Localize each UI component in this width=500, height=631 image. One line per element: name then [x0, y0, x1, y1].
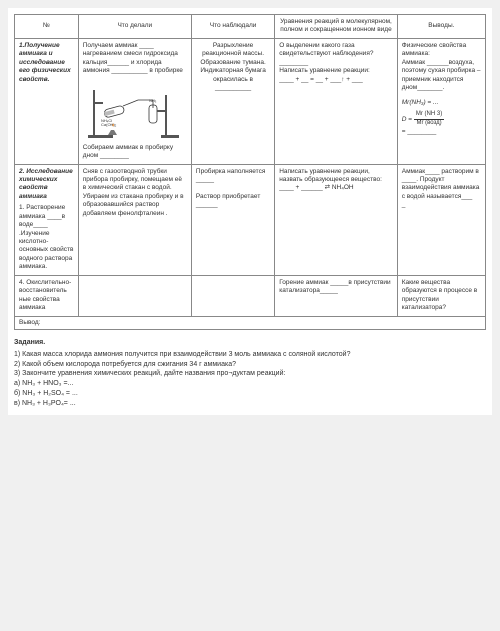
row1-did-text1: Получаем аммиак ____ нагреванием смеси г…	[83, 42, 187, 76]
frac-top: Mr (NH 3)	[414, 111, 444, 120]
worksheet: № Что делали Что наблюдали Уравнения реа…	[8, 8, 492, 415]
row2-conclusion: Аммиак____ растворим в ____. Продукт вза…	[397, 164, 485, 275]
vyvod-cell: Вывод:	[15, 316, 486, 329]
row1-c1: Физические свойства аммиака:	[402, 42, 481, 59]
row1-eq2: Написать уравнение реакции:	[279, 67, 393, 75]
row1-c4: = ________	[402, 128, 481, 136]
header-observed: Что наблюдали	[191, 15, 274, 39]
header-did: Что делали	[78, 15, 191, 39]
tasks-section: Задания. 1) Какая масса хлорида аммония …	[14, 338, 486, 409]
row1-conclusion: Физические свойства аммиака: Аммиак ____…	[397, 38, 485, 164]
svg-text:Ca(OH)₂: Ca(OH)₂	[101, 122, 117, 127]
row4-conclusion: Какие вещества образуются в процессе в п…	[397, 275, 485, 316]
row2-eq: Написать уравнение реакции, назвать обра…	[275, 164, 398, 275]
frac-bot: Mr (возд)	[414, 120, 444, 128]
task-3b: б) NH₃ + H₂SO₄ = ...	[14, 389, 486, 399]
apparatus-diagram: NH₄Cl Ca(OH)₂ NH₃	[83, 80, 187, 140]
row4-eq: Горение аммиак _____в присутствии катали…	[275, 275, 398, 316]
header-number: №	[15, 15, 79, 39]
task-3: 3) Закончите уравнения химических реакци…	[14, 369, 486, 379]
row1-eq1: О выделении какого газа свидетельствуют …	[279, 42, 393, 67]
table-row: 1.Получение аммиака и исследование его ф…	[15, 38, 486, 164]
table-row: 2. Исследование химических свойств аммиа…	[15, 164, 486, 275]
row2-eq2: ____ + ______ ⇄ NH₄OH	[279, 184, 393, 192]
task-3c: в) NH₃ + H₃PO₄= ...	[14, 399, 486, 409]
row2-title: 2. Исследование химических свойств аммиа…	[19, 168, 74, 202]
row2-sub: 1. Растворение аммиака ____в воде____ .И…	[19, 204, 74, 272]
svg-text:NH₃: NH₃	[149, 98, 157, 103]
row1-eq3: ____ + __ = __ + ___↑ + ___	[279, 76, 393, 84]
task-2: 2) Какой объем кислорода потребуется для…	[14, 360, 486, 370]
row4-obs	[191, 275, 274, 316]
row2-number: 2. Исследование химических свойств аммиа…	[15, 164, 79, 275]
row1-c2: Аммиак ______воздуха, поэтому сухая проб…	[402, 59, 481, 93]
row1-c3: Mr(NH₃) = ...	[402, 99, 481, 107]
row4-number: 4. Окислительно-восстановитель ные свойс…	[15, 275, 79, 316]
row1-did: Получаем аммиак ____ нагреванием смеси г…	[78, 38, 191, 164]
row4-did	[78, 275, 191, 316]
table-row: 4. Окислительно-восстановитель ные свойс…	[15, 275, 486, 316]
header-conclusions: Выводы.	[397, 15, 485, 39]
task-1: 1) Какая масса хлорида аммония получится…	[14, 350, 486, 360]
row2-obs: Пробирка наполняется _____ Раствор приоб…	[191, 164, 274, 275]
tasks-title: Задания.	[14, 338, 486, 348]
row1-did-text2: Собираем аммиак в пробирку дном ________	[83, 144, 187, 161]
row2-eq1: Написать уравнение реакции, назвать обра…	[279, 168, 393, 185]
lab-table: № Что делали Что наблюдали Уравнения реа…	[14, 14, 486, 330]
task-3a: а) NH₃ + HNO₃ =...	[14, 379, 486, 389]
header-equations: Уравнения реакций в молекулярном, полном…	[275, 15, 398, 39]
row1-obs: Разрыхление реакционной массы. Образован…	[191, 38, 274, 164]
vyvod-row: Вывод:	[15, 316, 486, 329]
row1-number: 1.Получение аммиака и исследование его ф…	[15, 38, 79, 164]
row2-did: Сняв с газоотводной трубки прибора проби…	[78, 164, 191, 275]
row1-frac: D = Mr (NH 3)Mr (возд)	[402, 111, 481, 128]
row1-eq: О выделении какого газа свидетельствуют …	[275, 38, 398, 164]
